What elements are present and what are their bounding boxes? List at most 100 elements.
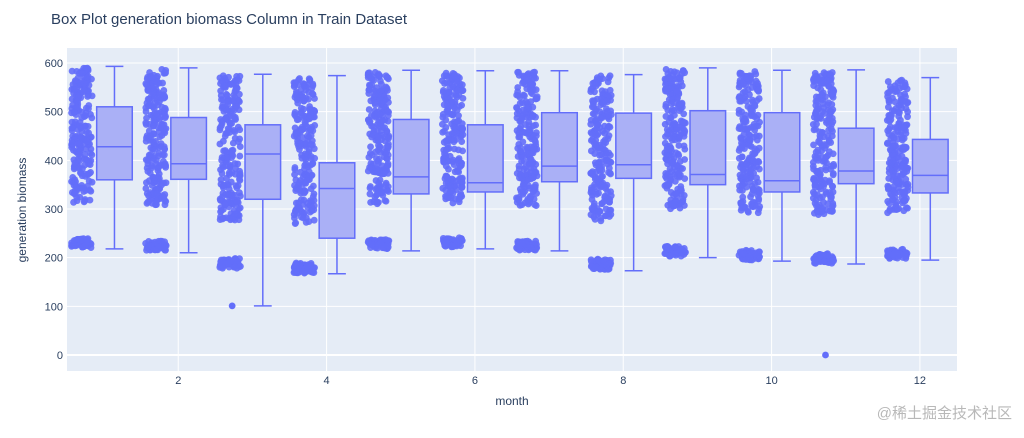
data-point: [69, 81, 77, 88]
data-point: [364, 238, 372, 246]
data-point: [597, 217, 605, 225]
data-point: [519, 138, 527, 146]
data-point: [81, 161, 88, 169]
data-point: [309, 141, 316, 149]
data-point: [142, 185, 150, 192]
data-point: [679, 165, 686, 173]
data-point: [144, 157, 152, 164]
data-point: [442, 146, 450, 154]
data-point: [162, 163, 170, 171]
data-point: [603, 108, 611, 115]
data-point: [307, 153, 315, 160]
data-point: [145, 151, 153, 159]
data-point: [367, 143, 374, 151]
data-point: [810, 141, 817, 149]
data-point: [740, 130, 748, 138]
data-point: [87, 145, 95, 153]
data-point: [884, 198, 892, 205]
data-point: [588, 103, 596, 111]
data-point: [81, 151, 89, 158]
data-point: [223, 91, 231, 99]
data-point: [455, 112, 462, 119]
data-point: [75, 184, 83, 192]
data-point: [225, 214, 233, 222]
data-point: [527, 89, 535, 96]
data-point: [221, 132, 229, 140]
data-point: [455, 234, 463, 242]
data-point: [225, 171, 233, 178]
data-point: [892, 178, 900, 186]
data-point: [365, 106, 373, 113]
data-point: [70, 190, 78, 197]
data-point: [310, 269, 318, 276]
y-tick-label: 200: [45, 253, 63, 265]
data-point: [523, 143, 531, 151]
data-point: [810, 126, 818, 134]
data-point: [901, 197, 909, 205]
data-point: [305, 168, 313, 176]
box-iqr: [689, 109, 727, 186]
data-point: [80, 79, 88, 87]
data-point: [519, 106, 527, 114]
data-point: [217, 176, 225, 183]
data-point: [307, 109, 315, 117]
data-point: [606, 123, 614, 131]
data-point: [88, 151, 96, 159]
data-point: [812, 93, 820, 101]
data-point: [455, 195, 463, 203]
data-point: [677, 252, 685, 260]
data-point: [754, 178, 762, 186]
data-point: [823, 76, 831, 84]
data-point: [753, 136, 761, 144]
data-point: [681, 145, 689, 153]
data-point: [588, 204, 596, 212]
data-point: [526, 192, 534, 200]
data-point: [677, 185, 685, 193]
box-iqr: [244, 124, 282, 201]
data-point: [663, 126, 671, 134]
x-tick-label: 2: [175, 375, 181, 387]
data-point: [302, 214, 310, 222]
data-point: [749, 185, 757, 193]
data-point: [891, 189, 899, 197]
data-point: [442, 192, 449, 200]
data-point: [75, 151, 82, 158]
data-point: [291, 208, 299, 215]
data-point: [814, 150, 822, 158]
data-point: [228, 150, 236, 157]
data-point: [755, 186, 763, 194]
data-point: [829, 127, 836, 135]
data-point: [298, 154, 306, 162]
data-point: [891, 249, 899, 257]
data-point: [219, 182, 227, 190]
data-point: [297, 196, 305, 204]
data-point: [892, 201, 900, 208]
data-point: [381, 197, 389, 204]
data-point: [517, 123, 525, 131]
data-point: [513, 91, 521, 99]
data-point: [306, 162, 314, 169]
data-point: [223, 154, 231, 162]
data-point: [745, 253, 753, 261]
data-point: [748, 200, 755, 208]
data-point: [151, 100, 159, 107]
data-point: [672, 121, 679, 128]
data-point: [897, 172, 904, 180]
box-iqr: [170, 116, 208, 181]
data-point: [439, 87, 447, 94]
data-point: [454, 86, 461, 94]
data-point: [153, 246, 160, 253]
data-point: [225, 73, 232, 81]
data-point: [77, 94, 85, 102]
data-point: [667, 159, 675, 167]
data-point: [86, 186, 94, 194]
data-point: [591, 175, 599, 183]
x-tick-label: 6: [472, 375, 478, 387]
data-point: [605, 74, 613, 82]
data-point: [663, 85, 670, 92]
data-point: [681, 119, 689, 127]
data-point: [153, 78, 160, 86]
data-point: [161, 69, 169, 77]
data-point: [383, 84, 391, 92]
data-point: [146, 132, 154, 140]
